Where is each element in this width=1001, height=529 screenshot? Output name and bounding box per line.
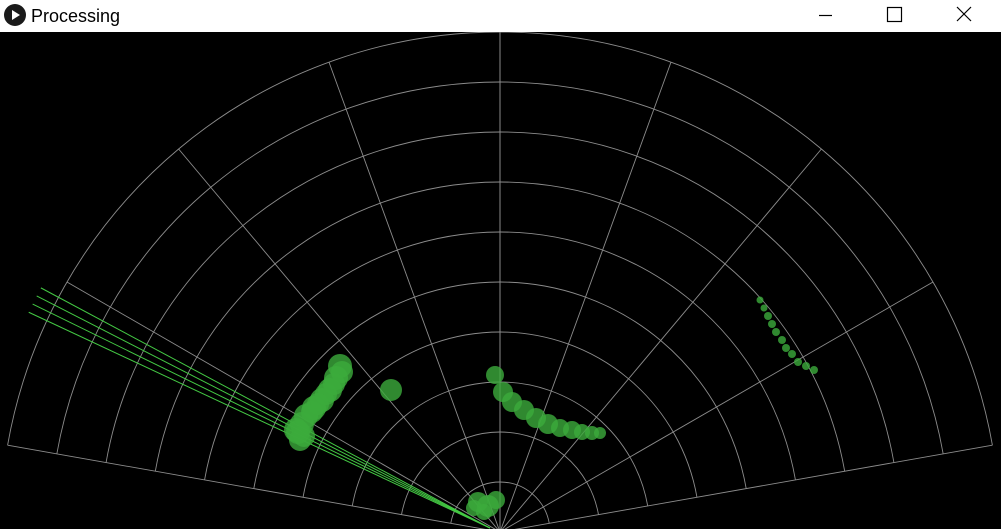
radial-spoke <box>504 281 934 529</box>
title-bar[interactable]: Processing <box>0 0 1001 32</box>
detected-object <box>323 373 345 395</box>
radial-spoke <box>501 148 822 529</box>
radar-grid <box>7 32 993 529</box>
detected-object <box>772 328 780 336</box>
detected-object <box>788 350 796 358</box>
radial-spoke <box>514 444 993 529</box>
close-button[interactable] <box>941 0 987 32</box>
detected-object <box>756 296 764 304</box>
detected-object <box>487 491 505 509</box>
sweep-line <box>28 311 491 529</box>
close-icon <box>956 6 972 22</box>
play-icon <box>4 4 26 26</box>
detected-object <box>760 304 768 312</box>
detected-object <box>768 320 776 328</box>
detected-object <box>810 366 818 374</box>
detected-object <box>778 336 786 344</box>
detected-object <box>594 427 606 439</box>
radial-spoke <box>500 61 672 529</box>
maximize-button[interactable] <box>871 0 917 32</box>
sweep-line <box>32 303 491 529</box>
detected-object <box>466 500 482 516</box>
sweep-lines <box>28 287 491 529</box>
detected-object <box>307 393 329 415</box>
minimize-button[interactable] <box>802 0 848 32</box>
window-title: Processing <box>31 6 121 26</box>
radial-spoke <box>328 61 500 529</box>
detected-object <box>782 344 790 352</box>
detected-object <box>802 362 810 370</box>
detected-object <box>380 379 402 401</box>
sweep-line <box>40 287 491 529</box>
sweep-line <box>36 295 491 529</box>
radial-spoke <box>178 148 499 529</box>
minimize-icon <box>819 14 832 17</box>
detected-objects <box>284 296 818 520</box>
detected-object <box>486 366 504 384</box>
detected-object <box>293 425 315 447</box>
radar-display <box>7 32 993 529</box>
maximize-icon <box>886 6 903 23</box>
radial-spoke <box>7 444 486 529</box>
detected-object <box>764 312 772 320</box>
radial-spoke <box>66 281 496 529</box>
detected-object <box>794 358 802 366</box>
radar-canvas[interactable] <box>0 32 1001 529</box>
